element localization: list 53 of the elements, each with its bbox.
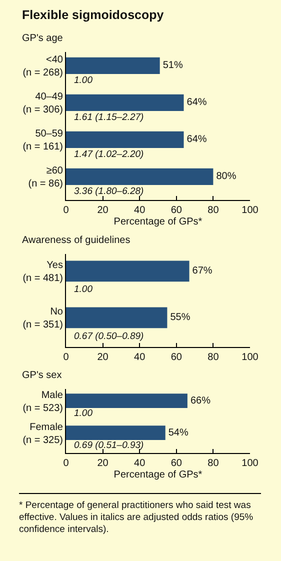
x-tick-label: 20 [97,458,109,469]
data-label: 64% [186,134,207,146]
y-tick-label: Female (n = 325) [22,422,64,446]
annotation: 1.00 [74,284,94,295]
x-tick-label: 40 [134,458,146,469]
x-tick-label: 20 [97,352,109,363]
bar [66,94,184,112]
x-tick-label: 80 [208,205,220,216]
text: * Percentage of general practitioners who said test was effective. Values in italics are adjusted odds ratios (95% confidence intervals). [19,493,261,536]
y-tick-label: Male (n = 523) [22,390,64,414]
y-tick-label: Yes (n = 481) [22,260,63,284]
annotation: 0.69 (0.51–0.93) [74,440,144,451]
y-tick-label: No (n = 351) [22,306,64,331]
annotation: 0.67 (0.50–0.89) [74,331,144,342]
x-tick-label: 80 [208,458,220,469]
data-label: 80% [216,171,236,182]
y-tick-label: 40–49 (n = 306) [22,92,64,116]
x-tick-label: 100 [242,458,259,469]
annotation: 1.00 [74,408,94,419]
data-label: 67% [192,266,212,277]
x-tick-label: 0 [63,205,70,216]
annotation: 1.00 [74,75,94,86]
bar [66,57,160,74]
data-label: 66% [190,395,211,406]
bar [66,131,184,148]
x-tick-label: 40 [134,205,146,216]
chart-subtitle: Awareness of guidelines [22,235,130,246]
chart-subtitle: GP's age [22,33,64,44]
x-tick-label: 0 [63,352,70,363]
x-tick-label: 20 [97,205,109,216]
x-tick-label: 80 [208,352,220,363]
data-label: 54% [168,427,188,438]
x-tick-label: 100 [242,352,259,363]
x-tick-label: 40 [134,352,146,363]
x-tick-label: 100 [242,205,259,216]
y-tick-label: 50–59 (n = 161) [22,128,64,153]
x-axis-title: Percentage of GPs* [114,216,202,228]
bar [66,168,214,186]
chart-subtitle: GP's sex [22,370,62,381]
x-axis-title: Percentage of GPs* [114,470,202,480]
y-tick-label: <40 (n = 268) [22,54,64,79]
data-label: 64% [186,97,207,108]
x-tick-label: 60 [170,352,182,363]
y-tick-label: ≥60 (n = 86) [28,166,64,190]
annotation: 1.61 (1.15–2.27) [74,112,144,123]
annotation: 1.47 (1.02–2.20) [74,149,144,160]
x-tick-label: 0 [63,458,70,469]
chart-title: Flexible sigmoidoscopy [22,8,164,22]
annotation: 3.36 (1.80–6.28) [74,186,144,197]
x-tick-label: 60 [170,458,182,469]
data-label: 55% [170,312,190,324]
x-tick-label: 60 [170,205,182,216]
data-label: 51% [162,60,183,72]
